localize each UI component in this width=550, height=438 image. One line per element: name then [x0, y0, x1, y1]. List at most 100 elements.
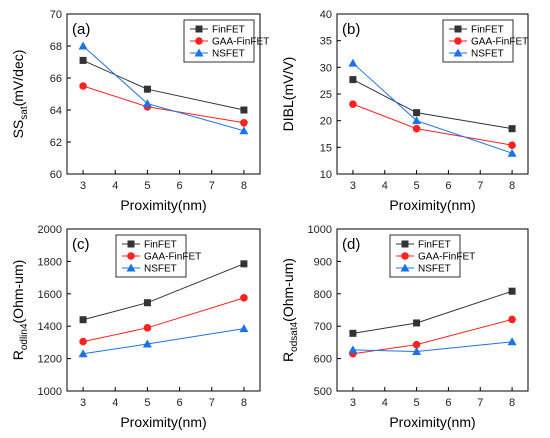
- series-line-2: [352, 318, 513, 355]
- x-tick-label: 6: [445, 397, 451, 409]
- x-tick-label: 8: [241, 180, 247, 192]
- legend-marker: [126, 263, 136, 272]
- y-tick-label: 62: [50, 137, 62, 149]
- chart-panel-1: 3 4 5 6 7 8 60 62 64 66 68 70 Proximity(nm) SSsat(mV/…: [10, 9, 269, 213]
- y-axis-label-unit: (mV/dec): [10, 50, 26, 107]
- y-tick-label: 1800: [38, 256, 62, 268]
- y-tick-label: 2000: [38, 224, 62, 236]
- data-point: [240, 106, 248, 114]
- x-tick-label: 7: [209, 397, 215, 409]
- series-line-3: [352, 62, 513, 154]
- x-tick-label: 5: [414, 180, 420, 192]
- legend-marker: [127, 240, 135, 248]
- data-point: [79, 316, 87, 324]
- data-point: [79, 56, 87, 64]
- y-tick-label: 60: [50, 169, 62, 181]
- data-point: [348, 58, 358, 67]
- panel-label: (a): [72, 21, 90, 38]
- y-axis-label-subscript: odsat4: [289, 321, 300, 351]
- legend-entry: FinFET: [212, 25, 245, 36]
- plot-frame: [66, 13, 261, 175]
- data-point: [240, 294, 248, 302]
- x-tick-label: 4: [112, 397, 118, 409]
- x-tick-label: 7: [209, 180, 215, 192]
- x-tick-label: 6: [445, 180, 451, 192]
- x-tick-label: 8: [509, 180, 515, 192]
- data-point: [508, 125, 516, 133]
- y-tick-label: 40: [320, 9, 332, 21]
- legend-marker: [454, 37, 462, 45]
- y-axis-label-unit: (Ohm-um): [280, 258, 296, 322]
- data-point: [412, 116, 422, 125]
- data-point: [349, 329, 357, 337]
- data-point: [240, 260, 248, 268]
- series-line-2: [82, 297, 245, 343]
- legend-entry: NSFET: [212, 49, 245, 60]
- data-point: [78, 41, 88, 50]
- panel-label: (c): [72, 236, 90, 253]
- x-tick-label: 3: [80, 397, 86, 409]
- legend-marker: [401, 240, 409, 248]
- data-point: [348, 345, 358, 354]
- legend-marker: [400, 263, 410, 272]
- x-tick-label: 4: [112, 180, 118, 192]
- data-point: [508, 141, 516, 149]
- x-tick-label: 4: [382, 397, 388, 409]
- panel-label: (b): [342, 21, 360, 38]
- y-tick-label: 20: [320, 116, 332, 128]
- y-tick-label: 70: [50, 9, 62, 21]
- y-tick-label: 10: [320, 169, 332, 181]
- series-line-1: [352, 79, 513, 130]
- data-point: [143, 324, 152, 332]
- data-point: [143, 299, 151, 307]
- x-tick-label: 4: [382, 180, 388, 192]
- x-tick-label: 3: [80, 180, 86, 192]
- legend-entry: NSFET: [471, 49, 504, 60]
- data-point: [143, 85, 151, 93]
- legend-marker: [127, 252, 135, 260]
- legend-entry: GAA-FinFET: [212, 37, 269, 48]
- data-point: [508, 315, 516, 324]
- x-tick-label: 3: [350, 180, 356, 192]
- y-axis-label-unit: (Ohm-um): [10, 260, 26, 324]
- x-tick-label: 8: [241, 397, 247, 409]
- legend-entry: FinFET: [418, 240, 451, 251]
- legend-entry: GAA-FinFET: [471, 37, 528, 48]
- x-tick-label: 5: [414, 397, 420, 409]
- panel-label: (d): [342, 236, 360, 253]
- data-point: [239, 126, 249, 135]
- y-axis-label-subscript: odlin4: [19, 323, 30, 350]
- legend-marker: [454, 25, 462, 33]
- y-tick-label: 600: [314, 354, 332, 366]
- data-point: [78, 349, 88, 358]
- data-point: [507, 337, 517, 346]
- y-axis-label-main: SS: [10, 120, 26, 139]
- y-tick-label: 1000: [38, 386, 62, 398]
- y-axis-label: Rodlin4(Ohm-um): [10, 260, 30, 361]
- x-tick-label: 6: [177, 180, 183, 192]
- legend-entry: GAA-FinFET: [144, 252, 201, 263]
- data-point: [507, 148, 517, 157]
- y-tick-label: 68: [50, 41, 62, 53]
- x-tick-label: 5: [144, 397, 150, 409]
- chart-panel-2: 3 4 5 6 7 8 10 15 20 25 30 35 40 Proximity(nm) DIBL(mV…: [280, 9, 529, 213]
- data-point: [142, 339, 152, 348]
- y-tick-label: 1000: [308, 224, 332, 236]
- legend-entry: GAA-FinFET: [418, 252, 475, 263]
- data-point: [239, 324, 249, 333]
- y-axis-label-main: R: [280, 352, 296, 362]
- y-axis-label: Rodsat4(Ohm-um): [280, 258, 300, 362]
- data-point: [413, 319, 421, 327]
- legend-marker: [453, 48, 463, 57]
- y-tick-label: 15: [320, 142, 332, 154]
- x-axis-label: Proximity(nm): [389, 414, 475, 430]
- x-axis-label: Proximity(nm): [120, 414, 206, 430]
- data-point: [240, 119, 248, 127]
- data-point: [349, 76, 357, 84]
- y-axis-label: DIBL(mV/V): [280, 57, 296, 132]
- y-tick-label: 35: [320, 36, 332, 48]
